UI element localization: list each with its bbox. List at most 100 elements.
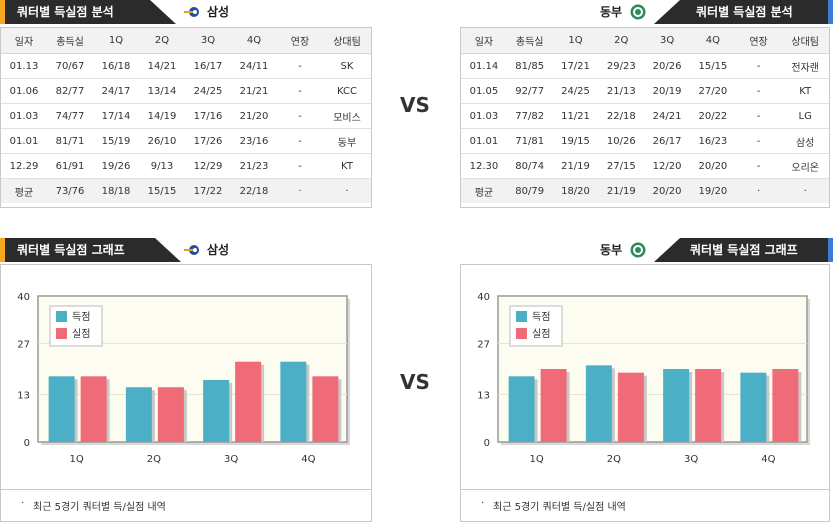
table-cell: 71/81 xyxy=(506,128,553,154)
header-accent xyxy=(0,238,5,262)
table-cell: 17/16 xyxy=(185,103,231,129)
table-cell: 19/15 xyxy=(552,128,599,154)
table-cell: 20/20 xyxy=(689,153,736,179)
table-cell: 21/23 xyxy=(231,153,277,179)
table-cell: - xyxy=(735,153,782,179)
table-cell: 15/15 xyxy=(689,53,736,79)
bar-concede xyxy=(540,369,567,442)
table-cell: 23/16 xyxy=(231,128,277,154)
note-text: 최근 5경기 쿼터별 득/실점 내역 xyxy=(493,502,626,513)
column-header: 연장 xyxy=(277,28,323,54)
left-graph-header: 쿼터별 득실점 그래프 삼성 xyxy=(0,238,372,262)
table-cell: 13/14 xyxy=(139,78,185,104)
y-tick-label: 40 xyxy=(17,292,30,303)
note-divider xyxy=(1,489,371,490)
column-header: 1Q xyxy=(552,28,599,54)
y-tick-label: 40 xyxy=(477,292,490,303)
table-row: 12.30 80/74 21/19 27/15 12/20 20/20- 오리온 xyxy=(461,153,829,179)
table-cell: 12.29 xyxy=(1,153,47,179)
table-cell: - xyxy=(735,103,782,129)
table-cell: · xyxy=(735,178,782,203)
samsung-logo-icon xyxy=(184,245,199,255)
team-name: 삼성 xyxy=(207,5,230,19)
table-cell: 01.05 xyxy=(461,78,507,104)
x-tick-label: 4Q xyxy=(301,454,315,465)
table-cell: 01.01 xyxy=(1,128,47,154)
table-cell: 9/13 xyxy=(139,153,185,179)
right-stats-table: 일자 총득실 1Q 2Q 3Q 4Q 연장 상대팀 01.14 81/85 17/21 29/23 20… xyxy=(461,28,829,203)
left-stats-table: 일자 총득실 1Q 2Q 3Q 4Q 연장 상대팀 01.13 70/67 16/18 14/21 16… xyxy=(1,28,371,203)
x-tick-label: 4Q xyxy=(761,454,775,465)
table-cell: - xyxy=(735,128,782,154)
table-cell: 12/29 xyxy=(185,153,231,179)
table-cell: 오리온 xyxy=(781,153,829,179)
column-header: 일자 xyxy=(1,28,47,54)
column-header: 일자 xyxy=(461,28,507,54)
header-title: 쿼터별 득실점 그래프 xyxy=(17,243,125,257)
table-cell: 17/26 xyxy=(185,128,231,154)
table-cell: 21/19 xyxy=(598,178,645,203)
legend-label: 득점 xyxy=(532,311,550,323)
table-row: 01.06 82/77 24/17 13/14 24/25 21/21- KCC xyxy=(1,78,371,104)
column-header: 4Q xyxy=(231,28,277,54)
column-header: 연장 xyxy=(735,28,782,54)
table-cell: 92/77 xyxy=(506,78,553,104)
table-cell: 20/26 xyxy=(644,53,690,79)
team-name: 동부 xyxy=(600,5,623,19)
table-cell: 01.06 xyxy=(1,78,47,104)
y-tick-label: 13 xyxy=(477,391,490,402)
header-title: 쿼터별 득실점 그래프 xyxy=(690,243,798,257)
team-name: 삼성 xyxy=(207,243,230,257)
bar-score xyxy=(585,365,612,442)
table-cell: 17/14 xyxy=(93,103,139,129)
legend-box xyxy=(49,305,103,347)
vs-label: VS xyxy=(400,93,430,117)
legend-swatch xyxy=(516,328,527,339)
bar-score xyxy=(125,387,152,442)
table-cell: 21/20 xyxy=(231,103,277,129)
tab-slant xyxy=(155,238,181,262)
header-accent xyxy=(828,0,833,24)
y-tick-label: 0 xyxy=(484,438,490,449)
column-header: 상대팀 xyxy=(323,28,371,54)
table-cell: LG xyxy=(781,103,829,129)
column-header: 4Q xyxy=(689,28,736,54)
table-cell: 15/19 xyxy=(93,128,139,154)
legend-label: 실점 xyxy=(72,328,90,340)
left-table-header: 쿼터별 득실점 분석 삼성 xyxy=(0,0,372,24)
table-cell: 01.13 xyxy=(1,53,47,79)
y-tick-label: 0 xyxy=(24,438,30,449)
table-row: 01.05 92/77 24/25 21/13 20/19 27/20- KT xyxy=(461,78,829,104)
table-cell: 평균 xyxy=(1,178,47,203)
table-row: 12.29 61/91 19/26 9/13 12/29 21/23- KT xyxy=(1,153,371,179)
bar-concede xyxy=(235,361,262,442)
table-cell: - xyxy=(277,53,323,79)
x-tick-label: 1Q xyxy=(70,454,84,465)
note-bullet: · xyxy=(21,498,25,509)
tab-slant xyxy=(654,238,680,262)
table-row: 01.13 70/67 16/18 14/21 16/17 24/11- SK xyxy=(1,53,371,79)
right-stats-table-box: 일자 총득실 1Q 2Q 3Q 4Q 연장 상대팀 01.14 81/85 17/21 29/23 20… xyxy=(460,27,830,208)
table-cell: 17/22 xyxy=(185,178,231,203)
table-cell: 01.14 xyxy=(461,53,507,79)
table-cell: 동부 xyxy=(323,128,371,154)
table-cell: 01.01 xyxy=(461,128,507,154)
legend-swatch xyxy=(56,311,67,322)
column-header: 총득실 xyxy=(506,28,553,54)
table-cell: 70/67 xyxy=(47,53,93,79)
column-header: 1Q xyxy=(93,28,139,54)
column-header: 3Q xyxy=(644,28,690,54)
note-text: 최근 5경기 쿼터별 득/실점 내역 xyxy=(33,502,166,513)
table-cell: 14/21 xyxy=(139,53,185,79)
x-tick-label: 3Q xyxy=(224,454,238,465)
header-tab: 쿼터별 득실점 분석 xyxy=(680,0,828,24)
table-cell: 24/17 xyxy=(93,78,139,104)
column-header: 2Q xyxy=(139,28,185,54)
legend-swatch xyxy=(516,311,527,322)
table-cell: · xyxy=(781,178,829,203)
table-cell: KT xyxy=(323,153,371,179)
header-tab: 쿼터별 득실점 분석 xyxy=(5,0,150,24)
bar-concede xyxy=(80,376,107,442)
